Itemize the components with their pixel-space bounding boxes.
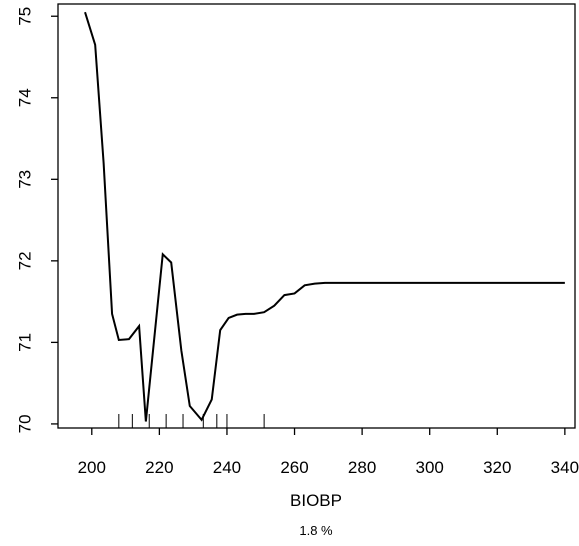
x-tick-label: 260: [280, 458, 308, 477]
x-tick-label: 280: [348, 458, 376, 477]
y-tick-label: 72: [15, 251, 34, 270]
x-tick-label: 200: [78, 458, 106, 477]
x-tick-label: 220: [145, 458, 173, 477]
plot-frame: [57, 3, 576, 429]
x-tick-label: 300: [416, 458, 444, 477]
y-tick-label: 71: [15, 333, 34, 352]
x-axis: 200 220 240 260 280 300 320 340: [78, 428, 579, 477]
y-tick-label: 70: [15, 414, 34, 433]
chart-subtitle: 1.8 %: [299, 523, 333, 538]
x-tick-label: 240: [213, 458, 241, 477]
x-axis-label: BIOBP: [290, 491, 342, 510]
y-tick-label: 74: [15, 88, 34, 107]
y-tick-label: 75: [15, 7, 34, 26]
x-tick-label: 340: [551, 458, 579, 477]
x-tick-label: 320: [483, 458, 511, 477]
rug-marks: [118, 414, 265, 428]
series-line: [84, 11, 565, 422]
y-tick-label: 73: [15, 170, 34, 189]
y-axis: 70 71 72 73 74 75: [15, 7, 58, 433]
